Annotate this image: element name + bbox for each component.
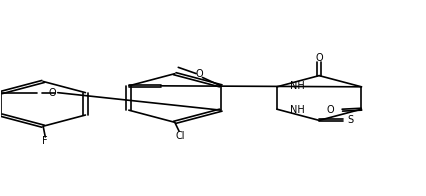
Text: O: O [326, 105, 334, 115]
Text: NH: NH [290, 105, 304, 115]
Text: NH: NH [290, 81, 304, 91]
Text: O: O [196, 69, 203, 79]
Text: Cl: Cl [175, 131, 184, 141]
Text: O: O [49, 88, 57, 98]
Text: O: O [315, 54, 323, 64]
Text: F: F [43, 136, 48, 146]
Text: S: S [347, 115, 353, 125]
